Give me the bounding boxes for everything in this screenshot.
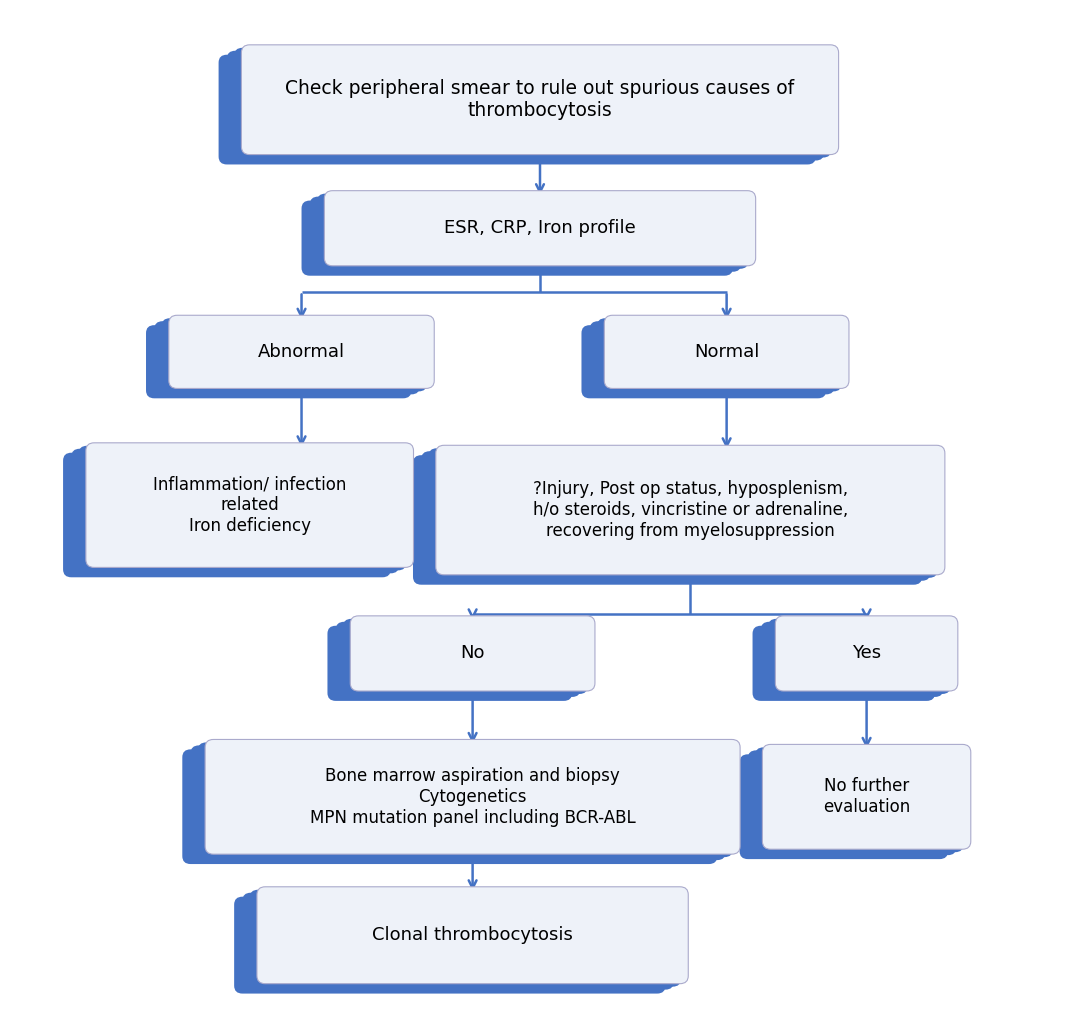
Text: Normal: Normal bbox=[694, 343, 759, 360]
Text: No further
evaluation: No further evaluation bbox=[823, 778, 910, 816]
FancyBboxPatch shape bbox=[168, 315, 434, 388]
FancyBboxPatch shape bbox=[79, 446, 406, 571]
FancyBboxPatch shape bbox=[760, 622, 943, 697]
FancyBboxPatch shape bbox=[234, 897, 665, 994]
FancyBboxPatch shape bbox=[740, 754, 948, 859]
FancyBboxPatch shape bbox=[590, 321, 835, 394]
Text: Clonal thrombocytosis: Clonal thrombocytosis bbox=[373, 926, 573, 945]
FancyBboxPatch shape bbox=[183, 750, 717, 864]
FancyBboxPatch shape bbox=[257, 887, 688, 984]
FancyBboxPatch shape bbox=[86, 443, 414, 568]
Text: ?Injury, Post op status, hyposplenism,
h/o steroids, vincristine or adrenaline,
: ?Injury, Post op status, hyposplenism, h… bbox=[532, 480, 848, 540]
FancyBboxPatch shape bbox=[301, 201, 733, 276]
FancyBboxPatch shape bbox=[146, 325, 411, 399]
Text: Abnormal: Abnormal bbox=[258, 343, 346, 360]
Text: No: No bbox=[460, 645, 485, 662]
FancyBboxPatch shape bbox=[581, 325, 826, 399]
Text: ESR, CRP, Iron profile: ESR, CRP, Iron profile bbox=[444, 219, 636, 237]
FancyBboxPatch shape bbox=[249, 890, 681, 987]
FancyBboxPatch shape bbox=[242, 45, 838, 154]
FancyBboxPatch shape bbox=[762, 745, 971, 849]
FancyBboxPatch shape bbox=[436, 445, 945, 575]
FancyBboxPatch shape bbox=[154, 321, 420, 394]
FancyBboxPatch shape bbox=[755, 748, 963, 852]
FancyBboxPatch shape bbox=[350, 616, 595, 691]
FancyBboxPatch shape bbox=[318, 194, 748, 269]
FancyBboxPatch shape bbox=[234, 47, 832, 158]
FancyBboxPatch shape bbox=[775, 616, 958, 691]
FancyBboxPatch shape bbox=[218, 55, 815, 165]
FancyBboxPatch shape bbox=[227, 50, 824, 161]
FancyBboxPatch shape bbox=[324, 191, 756, 266]
FancyBboxPatch shape bbox=[63, 453, 391, 577]
FancyBboxPatch shape bbox=[413, 455, 922, 585]
FancyBboxPatch shape bbox=[768, 619, 950, 694]
FancyBboxPatch shape bbox=[198, 743, 733, 857]
Text: Bone marrow aspiration and biopsy
Cytogenetics
MPN mutation panel including BCR-: Bone marrow aspiration and biopsy Cytoge… bbox=[310, 767, 635, 827]
FancyBboxPatch shape bbox=[190, 746, 726, 860]
FancyBboxPatch shape bbox=[242, 893, 674, 990]
FancyBboxPatch shape bbox=[429, 448, 937, 578]
Text: Inflammation/ infection
related
Iron deficiency: Inflammation/ infection related Iron def… bbox=[153, 475, 347, 535]
FancyBboxPatch shape bbox=[310, 197, 741, 272]
FancyBboxPatch shape bbox=[343, 619, 588, 694]
FancyBboxPatch shape bbox=[71, 449, 399, 574]
FancyBboxPatch shape bbox=[327, 626, 572, 700]
FancyBboxPatch shape bbox=[747, 750, 956, 855]
Text: Check peripheral smear to rule out spurious causes of
thrombocytosis: Check peripheral smear to rule out spuri… bbox=[285, 79, 795, 121]
FancyBboxPatch shape bbox=[336, 622, 580, 697]
FancyBboxPatch shape bbox=[597, 318, 841, 391]
Text: Yes: Yes bbox=[852, 645, 881, 662]
FancyBboxPatch shape bbox=[421, 451, 930, 581]
FancyBboxPatch shape bbox=[753, 626, 935, 700]
FancyBboxPatch shape bbox=[605, 315, 849, 388]
FancyBboxPatch shape bbox=[162, 318, 427, 391]
FancyBboxPatch shape bbox=[205, 740, 740, 854]
